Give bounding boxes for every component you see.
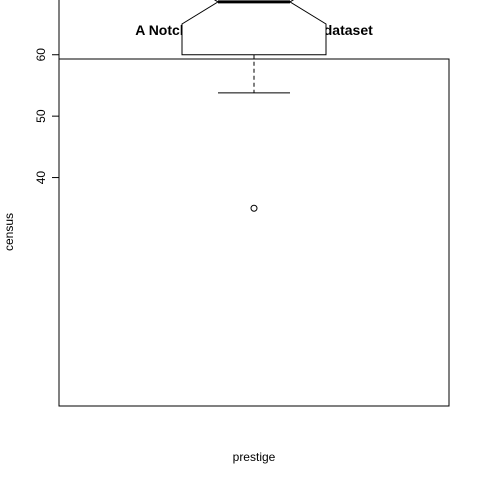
y-tick-label: 40 [34, 171, 48, 185]
y-axis: 4050607080 [34, 0, 60, 185]
x-axis-label: prestige [233, 450, 276, 464]
y-axis-label: census [2, 213, 16, 251]
y-tick-label: 60 [34, 48, 48, 62]
y-tick-label: 50 [34, 109, 48, 123]
plot-frame [58, 58, 450, 407]
box-group [181, 0, 327, 212]
notched-box [181, 0, 327, 56]
outlier-point [250, 204, 258, 212]
